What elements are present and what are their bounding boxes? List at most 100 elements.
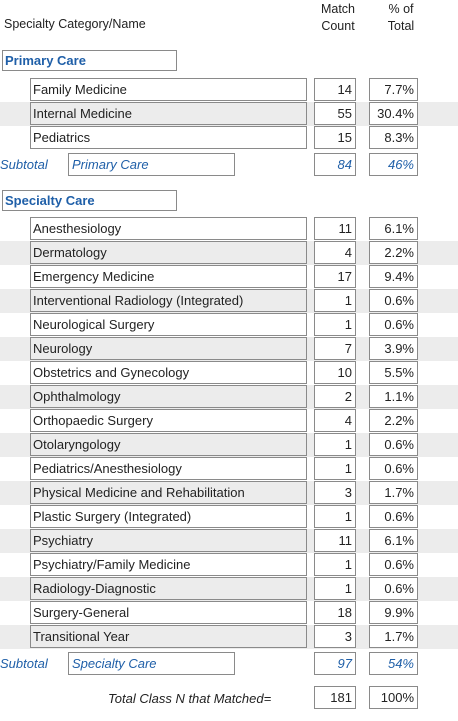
specialty-name: Physical Medicine and Rehabilitation xyxy=(30,481,307,504)
table-row: Radiology-Diagnostic 1 0.6% xyxy=(0,577,458,601)
subtotal-name: Specialty Care xyxy=(68,652,235,675)
table-row: Orthopaedic Surgery 4 2.2% xyxy=(0,409,458,433)
match-count: 10 xyxy=(314,361,356,384)
match-count: 1 xyxy=(314,553,356,576)
table-row: Neurological Surgery 1 0.6% xyxy=(0,313,458,337)
specialty-name: Orthopaedic Surgery xyxy=(30,409,307,432)
total-label: Total Class N that Matched= xyxy=(108,691,272,706)
table-row: Family Medicine 14 7.7% xyxy=(0,78,458,102)
subtotal-name: Primary Care xyxy=(68,153,235,176)
match-count: 15 xyxy=(314,126,356,149)
match-count: 55 xyxy=(314,102,356,125)
percent-of-total: 0.6% xyxy=(369,553,418,576)
percent-of-total: 1.7% xyxy=(369,481,418,504)
specialty-name: Psychiatry/Family Medicine xyxy=(30,553,307,576)
table-row: Ophthalmology 2 1.1% xyxy=(0,385,458,409)
percent-of-total: 7.7% xyxy=(369,78,418,101)
specialty-name: Neurology xyxy=(30,337,307,360)
subtotal-row-specialty-care: Subtotal Specialty Care 97 54% xyxy=(0,652,458,676)
match-count: 1 xyxy=(314,505,356,528)
percent-of-total: 0.6% xyxy=(369,505,418,528)
percent-of-total: 8.3% xyxy=(369,126,418,149)
match-count: 3 xyxy=(314,481,356,504)
specialty-name: Pediatrics xyxy=(30,126,307,149)
match-count: 11 xyxy=(314,529,356,552)
specialty-name: Emergency Medicine xyxy=(30,265,307,288)
table-row: Emergency Medicine 17 9.4% xyxy=(0,265,458,289)
table-row: Surgery-General 18 9.9% xyxy=(0,601,458,625)
match-count: 1 xyxy=(314,577,356,600)
subtotal-label: Subtotal xyxy=(0,157,48,172)
match-count: 1 xyxy=(314,457,356,480)
specialty-name: Otolaryngology xyxy=(30,433,307,456)
subtotal-count: 84 xyxy=(314,153,356,176)
percent-of-total: 9.4% xyxy=(369,265,418,288)
total-count: 181 xyxy=(314,686,356,709)
table-row: Dermatology 4 2.2% xyxy=(0,241,458,265)
percent-of-total: 3.9% xyxy=(369,337,418,360)
percent-of-total: 6.1% xyxy=(369,217,418,240)
specialty-name: Psychiatry xyxy=(30,529,307,552)
percent-of-total: 0.6% xyxy=(369,457,418,480)
table-row: Psychiatry/Family Medicine 1 0.6% xyxy=(0,553,458,577)
table-row: Anesthesiology 11 6.1% xyxy=(0,217,458,241)
table-row: Physical Medicine and Rehabilitation 3 1.7… xyxy=(0,481,458,505)
percent-of-total: 0.6% xyxy=(369,289,418,312)
column-header-match-line1: Match xyxy=(320,2,356,16)
match-count: 7 xyxy=(314,337,356,360)
subtotal-percent: 46% xyxy=(369,153,418,176)
percent-of-total: 1.7% xyxy=(369,625,418,648)
table-row: Psychiatry 11 6.1% xyxy=(0,529,458,553)
match-count: 11 xyxy=(314,217,356,240)
subtotal-count: 97 xyxy=(314,652,356,675)
table-row: Otolaryngology 1 0.6% xyxy=(0,433,458,457)
specialty-name: Neurological Surgery xyxy=(30,313,307,336)
specialty-name: Dermatology xyxy=(30,241,307,264)
percent-of-total: 2.2% xyxy=(369,241,418,264)
match-count: 3 xyxy=(314,625,356,648)
percent-of-total: 0.6% xyxy=(369,433,418,456)
match-count: 4 xyxy=(314,409,356,432)
percent-of-total: 6.1% xyxy=(369,529,418,552)
column-header-pct-line1: % of xyxy=(388,2,414,16)
specialty-name: Anesthesiology xyxy=(30,217,307,240)
percent-of-total: 0.6% xyxy=(369,577,418,600)
subtotal-label: Subtotal xyxy=(0,656,48,671)
percent-of-total: 0.6% xyxy=(369,313,418,336)
match-count: 1 xyxy=(314,433,356,456)
table-row: Pediatrics/Anesthesiology 1 0.6% xyxy=(0,457,458,481)
specialty-name: Obstetrics and Gynecology xyxy=(30,361,307,384)
specialty-name: Pediatrics/Anesthesiology xyxy=(30,457,307,480)
table-row: Internal Medicine 55 30.4% xyxy=(0,102,458,126)
percent-of-total: 1.1% xyxy=(369,385,418,408)
subtotal-percent: 54% xyxy=(369,652,418,675)
specialty-name: Plastic Surgery (Integrated) xyxy=(30,505,307,528)
table-row: Interventional Radiology (Integrated) 1 0.… xyxy=(0,289,458,313)
column-header-pct-line2: Total xyxy=(387,19,415,33)
specialty-name: Surgery-General xyxy=(30,601,307,624)
match-count: 1 xyxy=(314,313,356,336)
percent-of-total: 5.5% xyxy=(369,361,418,384)
specialty-name: Radiology-Diagnostic xyxy=(30,577,307,600)
match-count: 17 xyxy=(314,265,356,288)
specialty-name: Transitional Year xyxy=(30,625,307,648)
column-header-specialty: Specialty Category/Name xyxy=(4,17,146,31)
table-row: Plastic Surgery (Integrated) 1 0.6% xyxy=(0,505,458,529)
total-percent: 100% xyxy=(369,686,418,709)
percent-of-total: 2.2% xyxy=(369,409,418,432)
column-header-match-line2: Count xyxy=(321,19,355,33)
table-row: Pediatrics 15 8.3% xyxy=(0,126,458,150)
subtotal-row-primary-care: Subtotal Primary Care 84 46% xyxy=(0,153,458,177)
match-count: 4 xyxy=(314,241,356,264)
specialty-name: Ophthalmology xyxy=(30,385,307,408)
specialty-name: Internal Medicine xyxy=(30,102,307,125)
match-count: 1 xyxy=(314,289,356,312)
section-title-specialty-care: Specialty Care xyxy=(2,190,177,211)
table-row: Neurology 7 3.9% xyxy=(0,337,458,361)
column-header-match-count: Match Count xyxy=(316,1,360,35)
percent-of-total: 9.9% xyxy=(369,601,418,624)
match-count: 2 xyxy=(314,385,356,408)
section-title-primary-care: Primary Care xyxy=(2,50,177,71)
match-count: 18 xyxy=(314,601,356,624)
column-header-percent-total: % of Total xyxy=(378,1,424,35)
